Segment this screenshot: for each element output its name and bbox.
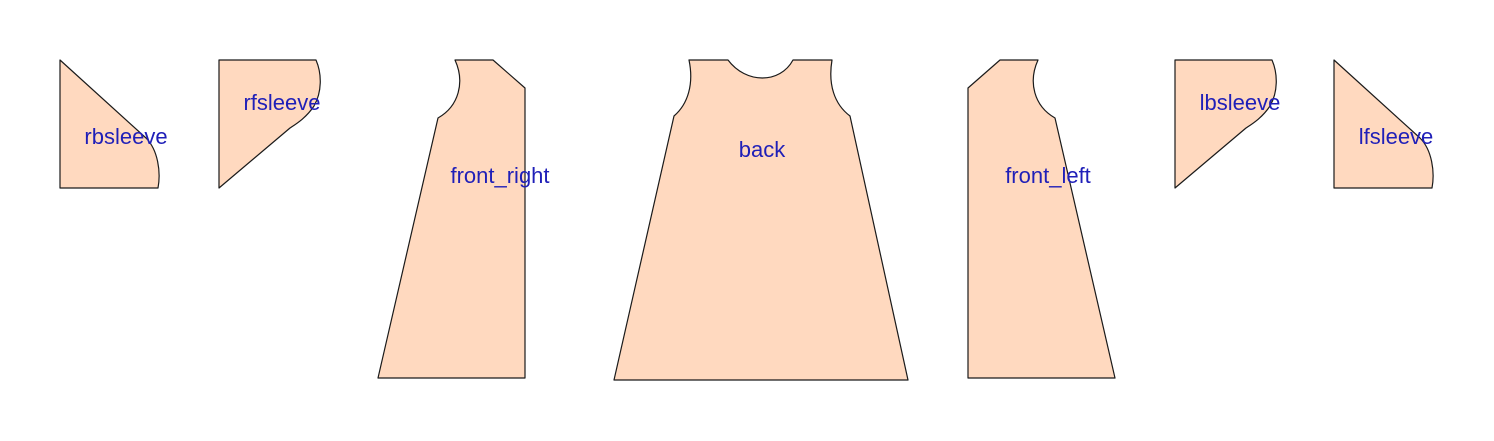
lfsleeve-shape xyxy=(1333,59,1434,189)
front-left-label: front_left xyxy=(1005,163,1091,188)
piece-back[interactable]: back xyxy=(613,59,909,381)
front-right-shape xyxy=(377,59,526,379)
lfsleeve-label: lfsleeve xyxy=(1359,124,1434,149)
front-left-shape xyxy=(967,59,1116,379)
rbsleeve-label: rbsleeve xyxy=(84,124,167,149)
piece-front-left[interactable]: front_left xyxy=(967,59,1116,379)
lbsleeve-shape xyxy=(1174,59,1277,189)
back-shape xyxy=(613,59,909,381)
piece-front-right[interactable]: front_right xyxy=(377,59,550,379)
piece-rbsleeve[interactable]: rbsleeve xyxy=(59,59,168,189)
rfsleeve-shape xyxy=(218,59,321,189)
piece-lbsleeve[interactable]: lbsleeve xyxy=(1174,59,1281,189)
back-label: back xyxy=(739,137,786,162)
rfsleeve-label: rfsleeve xyxy=(243,90,320,115)
piece-rfsleeve[interactable]: rfsleeve xyxy=(218,59,321,189)
front-right-label: front_right xyxy=(450,163,549,188)
lbsleeve-label: lbsleeve xyxy=(1200,90,1281,115)
piece-lfsleeve[interactable]: lfsleeve xyxy=(1333,59,1434,189)
rbsleeve-shape xyxy=(59,59,160,189)
